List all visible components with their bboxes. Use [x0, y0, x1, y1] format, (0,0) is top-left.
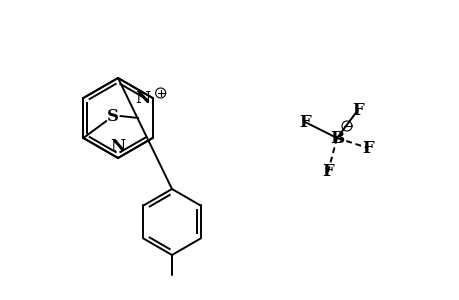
Text: B: B	[329, 130, 343, 146]
Text: N: N	[110, 138, 125, 155]
Text: F: F	[361, 140, 373, 157]
Text: F: F	[298, 113, 310, 130]
Text: F: F	[351, 101, 363, 118]
Text: N: N	[135, 89, 150, 106]
Text: S: S	[107, 107, 119, 124]
Text: F: F	[321, 164, 333, 181]
